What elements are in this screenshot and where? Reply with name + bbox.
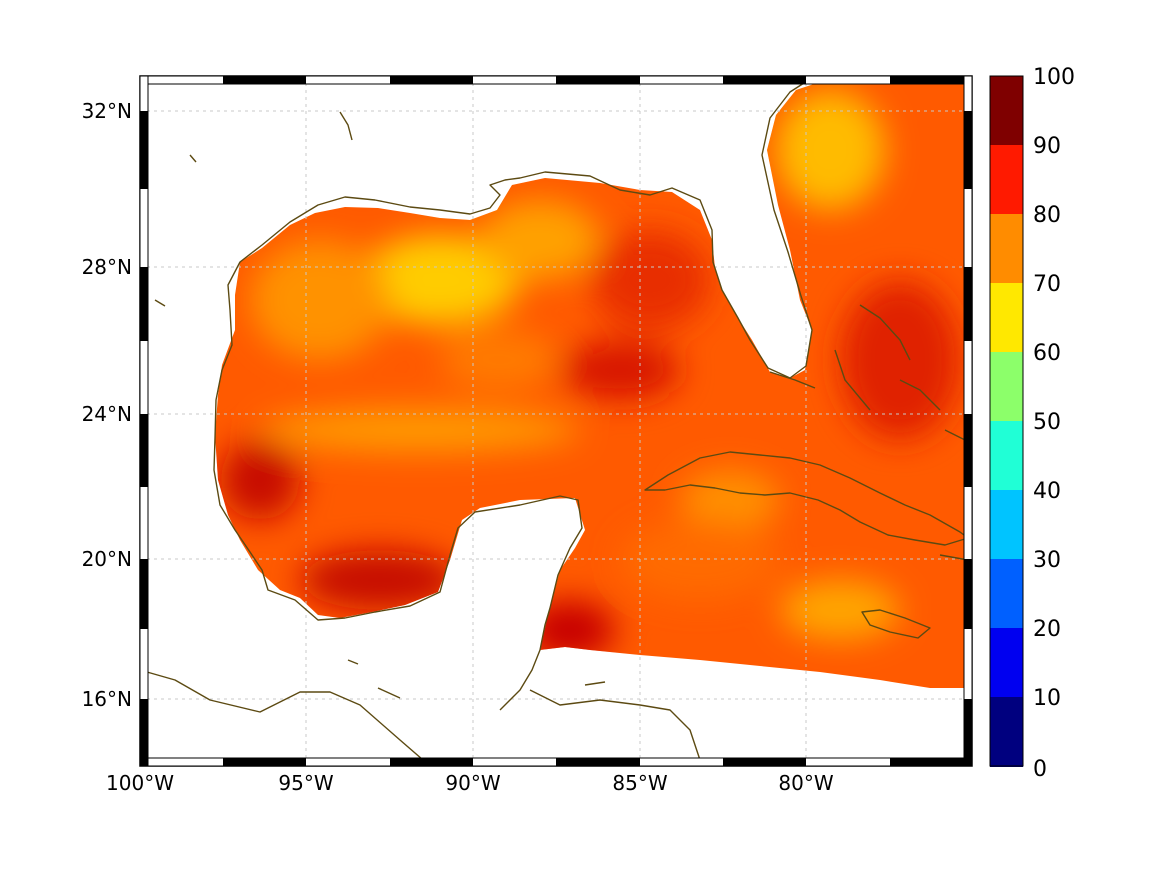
- grid-lines: [140, 76, 972, 766]
- colorbar-segment: [990, 559, 1023, 629]
- colorbar-tick-label: 40: [1033, 479, 1061, 504]
- colorbar-tick-label: 80: [1033, 203, 1061, 228]
- colorbar-segment: [990, 421, 1023, 491]
- colorbar-segment: [990, 214, 1023, 284]
- colorbar-segment: [990, 145, 1023, 215]
- colorbar: 100 90 80 70 60 50 40 30 20 10 0: [989, 65, 1075, 782]
- heat-field: [215, 82, 965, 688]
- colorbar-border: [989, 75, 1024, 767]
- colorbar-tick-label: 20: [1033, 617, 1061, 642]
- map-frame: [139, 75, 973, 767]
- colorbar-tick-label: 50: [1033, 410, 1061, 435]
- coastlines: [139, 75, 969, 767]
- colorbar-tick-label: 100: [1033, 65, 1075, 90]
- lon-tick-label: 95°W: [278, 771, 333, 795]
- colorbar-tick-label: 10: [1033, 686, 1061, 711]
- lat-tick-label: 20°N: [82, 547, 132, 571]
- lon-tick-label: 80°W: [778, 771, 833, 795]
- colorbar-segment: [990, 628, 1023, 698]
- colorbar-segment: [990, 76, 1023, 146]
- lon-tick-labels: 100°W 95°W 90°W 85°W 80°W: [106, 771, 834, 795]
- colorbar-segment: [990, 697, 1023, 767]
- colorbar-tick-label: 90: [1033, 134, 1061, 159]
- lon-tick-label: 85°W: [612, 771, 667, 795]
- lat-tick-label: 16°N: [82, 687, 132, 711]
- lat-tick-label: 24°N: [82, 402, 132, 426]
- lat-tick-labels: 32°N 28°N 24°N 20°N 16°N: [82, 99, 132, 711]
- colorbar-segment: [990, 352, 1023, 422]
- lon-tick-label: 90°W: [445, 771, 500, 795]
- colorbar-tick-label: 60: [1033, 341, 1061, 366]
- colorbar-segment: [990, 283, 1023, 353]
- colorbar-segment: [990, 490, 1023, 560]
- lat-tick-label: 32°N: [82, 99, 132, 123]
- colorbar-tick-label: 0: [1033, 757, 1047, 782]
- colorbar-tick-label: 70: [1033, 272, 1061, 297]
- lat-tick-label: 28°N: [82, 255, 132, 279]
- lon-tick-label: 100°W: [106, 771, 174, 795]
- colorbar-tick-label: 30: [1033, 548, 1061, 573]
